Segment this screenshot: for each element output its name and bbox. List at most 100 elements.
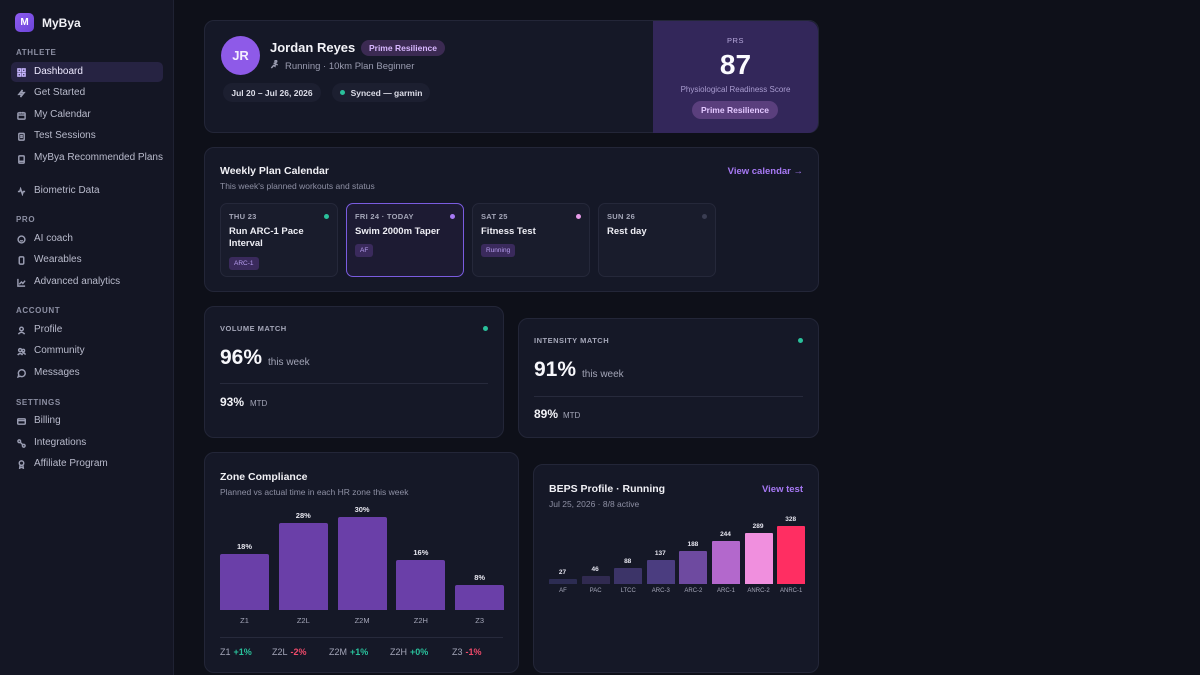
intensity-mtd-value: 89% — [534, 407, 559, 421]
volume-status-dot — [483, 326, 488, 331]
beps-bar-ltcc — [614, 568, 643, 584]
day-status-dot — [324, 214, 329, 219]
day-status-dot — [576, 214, 581, 219]
zone-delta-z1: Z1 +1% — [220, 647, 252, 657]
sidebar-item-dashboard[interactable]: Dashboard — [11, 62, 163, 82]
nav-section-athlete: ATHLETE — [16, 48, 57, 57]
brand[interactable]: M MyBya — [15, 13, 81, 32]
sidebar-item-test-sessions[interactable]: Test Sessions — [11, 126, 163, 146]
day-date: SUN 26 — [607, 212, 636, 221]
beps-title: BEPS Profile · Running — [549, 483, 666, 495]
day-card-thu[interactable]: THU 23 Run ARC-1 Pace Interval ARC-1 — [220, 203, 338, 277]
sidebar-item-label: Community — [34, 345, 85, 356]
intensity-match-label: INTENSITY MATCH — [534, 336, 610, 345]
day-workout: Fitness Test — [481, 226, 536, 237]
pulse-icon — [17, 186, 26, 196]
beps-subtitle: Jul 25, 2026 · 8/8 active — [549, 499, 640, 509]
sidebar-item-affiliate-program[interactable]: Affiliate Program — [11, 454, 163, 474]
athlete-plan: Running · 10km Plan Beginner — [285, 60, 415, 72]
day-tag: ARC-1 — [229, 257, 259, 270]
sidebar-item-label: Integrations — [34, 437, 87, 448]
zone-delta-z2l: Z2L -2% — [272, 647, 307, 657]
chart-icon — [17, 278, 26, 287]
message-icon — [17, 368, 26, 378]
beps-bar-anrc-2 — [744, 532, 773, 584]
nav-section-account: ACCOUNT — [16, 306, 61, 315]
beps-category-label: ANRC-2 — [747, 588, 770, 594]
prs-badge: Prime Resilience — [692, 101, 778, 119]
grid-icon — [17, 67, 26, 77]
sidebar-item-my-calendar[interactable]: My Calendar — [11, 105, 163, 125]
day-workout: Run ARC-1 Pace Interval — [229, 226, 304, 249]
zone-bar-z2h — [396, 560, 446, 610]
beps-bar-pac — [581, 575, 610, 584]
zone-bar-value: 8% — [474, 573, 486, 583]
view-calendar-link[interactable]: View calendar → — [727, 166, 803, 177]
zone-bar-z1 — [220, 554, 269, 610]
calendar-icon — [17, 111, 26, 120]
day-workout: Swim 2000m Taper — [355, 226, 440, 237]
sidebar-item-recommended-plans[interactable]: MyBya Recommended Plans — [11, 148, 163, 178]
beps-category-label: AF — [559, 588, 567, 594]
nav-section-pro: PRO — [16, 215, 36, 224]
volume-match-label: VOLUME MATCH — [220, 324, 287, 333]
beps-bar-anrc-1 — [777, 526, 806, 584]
sidebar-item-wearables[interactable]: Wearables — [11, 250, 163, 270]
sidebar-item-label: Billing — [34, 415, 61, 426]
sidebar-item-billing[interactable]: Billing — [11, 411, 163, 431]
beps-bar-arc-2 — [679, 550, 708, 584]
zone-bar-value: 30% — [354, 505, 370, 514]
beps-bar-value: 46 — [591, 565, 599, 573]
profile-card: JR Jordan Reyes Prime Resilience Running… — [204, 20, 819, 133]
sidebar-item-label: MyBya Recommended Plans — [34, 152, 163, 163]
sidebar-item-profile[interactable]: Profile — [11, 320, 163, 340]
day-date: FRI 24 · TODAY — [355, 212, 414, 221]
intensity-match-suffix: this week — [582, 369, 624, 380]
day-status-dot — [702, 214, 707, 219]
zone-category-label: Z2H — [413, 616, 428, 625]
zone-bar-value: 16% — [413, 548, 429, 558]
prs-label: PRS — [727, 36, 744, 45]
beps-bar-value: 244 — [720, 530, 731, 538]
beps-bar-value: 27 — [558, 569, 567, 577]
sidebar-item-get-started[interactable]: Get Started — [11, 83, 163, 103]
sync-status-text: Synced — garmin — [350, 87, 423, 98]
zone-delta-z3: Z3 -1% — [452, 647, 482, 657]
day-card-sat[interactable]: SAT 25 Fitness Test Running — [472, 203, 590, 277]
day-card-fri[interactable]: FRI 24 · TODAY Swim 2000m Taper AF — [346, 203, 464, 277]
sidebar-item-advanced-analytics[interactable]: Advanced analytics — [11, 272, 163, 292]
intensity-mtd-label: MTD — [563, 411, 581, 420]
zone-bar-z3 — [455, 585, 505, 610]
day-card-sun[interactable]: SUN 26 Rest day — [598, 203, 716, 277]
user-icon — [17, 325, 26, 335]
sync-status-chip[interactable]: Synced — garmin — [332, 83, 430, 102]
sidebar-item-label: Wearables — [34, 254, 82, 265]
intensity-match-card: INTENSITY MATCH 91% this week 89% MTD — [518, 318, 819, 438]
sidebar-item-ai-coach[interactable]: AI coach — [11, 229, 163, 249]
date-range-chip[interactable]: Jul 20 – Jul 26, 2026 — [223, 83, 321, 102]
avatar[interactable]: JR — [221, 36, 260, 75]
sidebar-item-messages[interactable]: Messages — [11, 363, 163, 383]
sidebar-item-integrations[interactable]: Integrations — [11, 433, 163, 453]
day-status-dot — [450, 214, 455, 219]
link-icon — [17, 438, 26, 448]
divider — [220, 637, 503, 638]
sidebar-item-label: Test Sessions — [34, 130, 96, 141]
sidebar-item-label: Biometric Data — [34, 185, 100, 196]
clipboard-icon — [17, 132, 26, 141]
sidebar-item-community[interactable]: Community — [11, 341, 163, 361]
sidebar-item-label: Get Started — [34, 87, 86, 98]
weekly-plan-title: Weekly Plan Calendar — [220, 165, 329, 177]
zone-bar-z2m — [337, 517, 387, 610]
weekly-plan-subtitle: This week's planned workouts and status — [220, 181, 375, 191]
sidebar-item-biometric-data[interactable]: Biometric Data — [11, 181, 163, 201]
view-test-link[interactable]: View test — [761, 484, 803, 495]
sidebar-item-label: My Calendar — [34, 109, 91, 120]
beps-category-label: ANRC-1 — [780, 588, 803, 594]
beps-bar-af — [549, 579, 577, 584]
nav-section-settings: SETTINGS — [16, 398, 61, 407]
chat-icon — [17, 234, 26, 244]
zone-bar-z2l — [278, 523, 328, 610]
beps-category-label: ARC-1 — [716, 588, 735, 594]
intensity-status-dot — [798, 338, 803, 343]
